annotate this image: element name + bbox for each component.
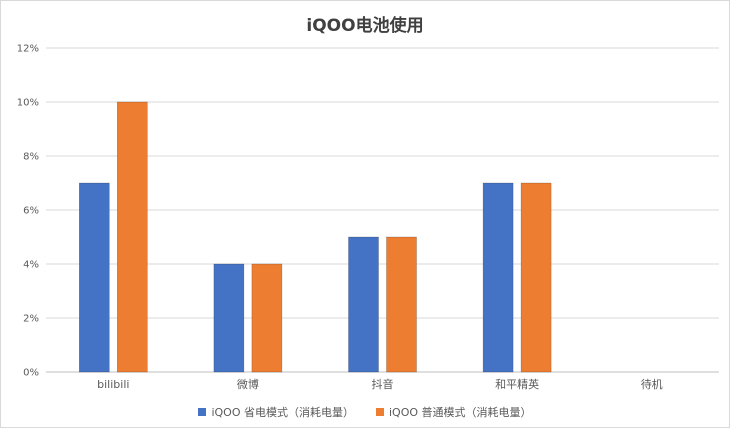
bar xyxy=(482,182,514,373)
bar xyxy=(251,263,283,373)
legend-label: iQOO 普通模式（消耗电量） xyxy=(389,406,532,419)
y-tick-label: 2% xyxy=(23,314,39,325)
x-tick-label: bilibili xyxy=(97,378,129,391)
chart-legend: iQOO 省电模式（消耗电量） iQOO 普通模式（消耗电量） xyxy=(1,404,729,420)
bar xyxy=(348,236,379,373)
x-tick-label: 待机 xyxy=(641,377,663,391)
y-tick-label: 8% xyxy=(23,152,39,163)
bar xyxy=(79,182,110,373)
legend-label: iQOO 省电模式（消耗电量） xyxy=(211,406,354,419)
bar xyxy=(520,182,552,373)
legend-swatch xyxy=(198,408,207,416)
bar xyxy=(213,263,245,373)
legend-swatch xyxy=(376,408,384,416)
y-tick-label: 0% xyxy=(23,368,39,379)
x-tick-label: 和平精英 xyxy=(495,377,539,391)
x-tick-label: 抖音 xyxy=(372,377,394,391)
legend-item: iQOO 普通模式（消耗电量） xyxy=(376,404,532,420)
legend-item: iQOO 省电模式（消耗电量） xyxy=(198,404,354,420)
y-tick-label: 12% xyxy=(17,44,39,55)
y-tick-label: 6% xyxy=(23,206,39,217)
y-tick-label: 10% xyxy=(17,98,39,109)
bar xyxy=(117,101,148,373)
x-tick-label: 微博 xyxy=(237,377,259,391)
bar xyxy=(386,236,417,373)
chart-title: iQOO电池使用 xyxy=(306,16,424,36)
y-tick-label: 4% xyxy=(23,260,39,271)
